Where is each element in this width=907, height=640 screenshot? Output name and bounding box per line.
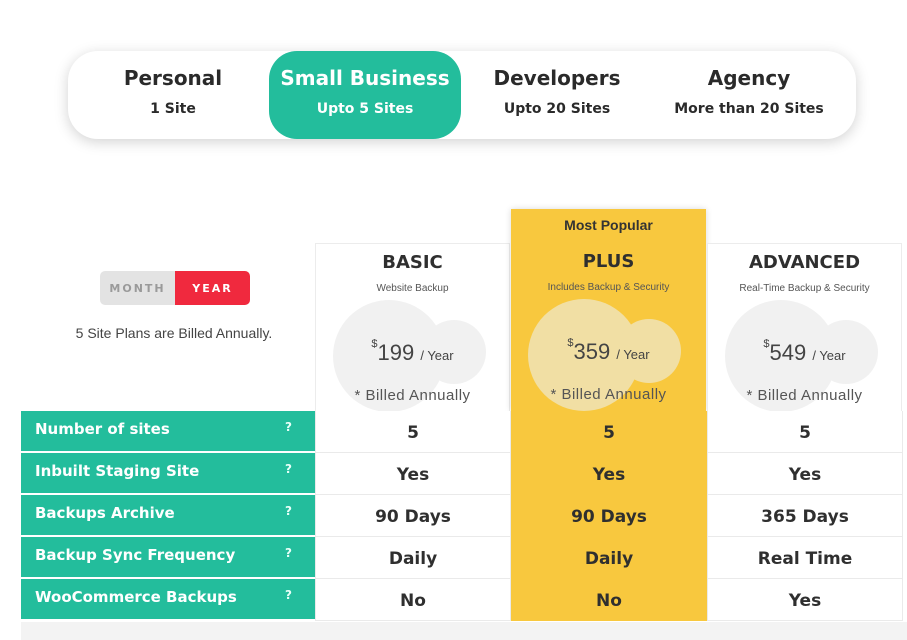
price-amount: 549: [769, 340, 807, 365]
feature-value-advanced: Yes: [707, 453, 903, 495]
help-icon[interactable]: ?: [285, 504, 292, 518]
plan-subtitle: Website Backup: [376, 283, 449, 294]
price-period: / Year: [616, 347, 650, 362]
price-amount: 199: [377, 340, 415, 365]
feature-value-basic: No: [315, 579, 511, 621]
currency-symbol: $: [763, 338, 770, 350]
feature-value-plus: Yes: [511, 453, 707, 495]
plan-price: $359 / Year: [511, 337, 706, 365]
feature-value-basic: Daily: [315, 537, 511, 579]
site-count-tabs: Personal 1 Site Small Business Upto 5 Si…: [68, 51, 856, 139]
feature-value-plus: 90 Days: [511, 495, 707, 537]
plan-name: BASIC: [382, 252, 443, 273]
plan-subtitle: Includes Backup & Security: [547, 282, 670, 293]
feature-row: Number of sites ? 5 5 5: [21, 411, 903, 453]
tab-subtitle: More than 20 Sites: [674, 101, 824, 117]
tab-title: Small Business: [280, 66, 450, 90]
feature-label: Backup Sync Frequency ?: [21, 537, 315, 577]
tab-subtitle: Upto 20 Sites: [503, 101, 611, 117]
month-option[interactable]: MONTH: [100, 271, 175, 305]
feature-row: Inbuilt Staging Site ? Yes Yes Yes: [21, 453, 903, 495]
feature-value-basic: Yes: [315, 453, 511, 495]
feature-row: Backups Archive ? 90 Days 90 Days 365 Da…: [21, 495, 903, 537]
help-icon[interactable]: ?: [285, 588, 292, 602]
feature-value-advanced: Real Time: [707, 537, 903, 579]
tab-title: Developers: [493, 66, 621, 90]
feature-label: Inbuilt Staging Site ?: [21, 453, 315, 493]
plan-basic: BASIC Website Backup $199 / Year * Bille…: [315, 243, 510, 411]
tab-subtitle: Upto 5 Sites: [316, 101, 414, 117]
section-footer: [21, 622, 907, 640]
plan-name: ADVANCED: [748, 252, 861, 273]
feature-name: WooCommerce Backups: [35, 588, 237, 606]
currency-symbol: $: [371, 338, 378, 350]
tab-agency[interactable]: Agency More than 20 Sites: [653, 51, 845, 139]
plan-name: PLUS: [582, 251, 635, 272]
help-icon[interactable]: ?: [285, 420, 292, 434]
price-circle-small: [814, 320, 878, 384]
plan-price: $199 / Year: [316, 338, 509, 366]
feature-name: Inbuilt Staging Site: [35, 462, 200, 480]
billed-note: * Billed Annually: [550, 386, 667, 403]
feature-value-advanced: Yes: [707, 579, 903, 621]
feature-row: WooCommerce Backups ? No No Yes: [21, 579, 903, 621]
feature-value-advanced: 5: [707, 411, 903, 453]
feature-value-basic: 5: [315, 411, 511, 453]
feature-row: Backup Sync Frequency ? Daily Daily Real…: [21, 537, 903, 579]
tab-title: Personal: [123, 66, 223, 90]
price-circle-small: [422, 320, 486, 384]
tab-personal[interactable]: Personal 1 Site: [77, 51, 269, 139]
tab-title: Agency: [707, 66, 791, 90]
plan-price: $549 / Year: [708, 338, 901, 366]
help-icon[interactable]: ?: [285, 546, 292, 560]
billed-note: * Billed Annually: [354, 387, 471, 404]
billing-period-toggle[interactable]: MONTH YEAR: [100, 271, 250, 305]
feature-name: Number of sites: [35, 420, 170, 438]
price-circle-small: [617, 319, 681, 383]
feature-value-basic: 90 Days: [315, 495, 511, 537]
price-period: / Year: [420, 348, 454, 363]
price-period: / Year: [812, 348, 846, 363]
tab-subtitle: 1 Site: [150, 101, 196, 117]
feature-label: WooCommerce Backups ?: [21, 579, 315, 619]
feature-name: Backup Sync Frequency: [35, 546, 236, 564]
feature-value-plus: Daily: [511, 537, 707, 579]
plan-subtitle: Real-Time Backup & Security: [739, 283, 870, 294]
plan-plus: Most Popular PLUS Includes Backup & Secu…: [511, 209, 706, 411]
feature-value-advanced: 365 Days: [707, 495, 903, 537]
feature-value-plus: No: [511, 579, 707, 621]
feature-label: Number of sites ?: [21, 411, 315, 451]
feature-name: Backups Archive: [35, 504, 175, 522]
year-option[interactable]: YEAR: [175, 271, 250, 305]
tab-developers[interactable]: Developers Upto 20 Sites: [461, 51, 653, 139]
billed-note: * Billed Annually: [746, 387, 863, 404]
billing-note: 5 Site Plans are Billed Annually.: [75, 325, 273, 341]
feature-value-plus: 5: [511, 411, 707, 453]
plan-advanced: ADVANCED Real-Time Backup & Security $54…: [707, 243, 902, 411]
help-icon[interactable]: ?: [285, 462, 292, 476]
feature-label: Backups Archive ?: [21, 495, 315, 535]
price-amount: 359: [573, 339, 611, 364]
tab-small-business[interactable]: Small Business Upto 5 Sites: [269, 51, 461, 139]
currency-symbol: $: [567, 337, 574, 349]
most-popular-badge: Most Popular: [564, 217, 653, 233]
